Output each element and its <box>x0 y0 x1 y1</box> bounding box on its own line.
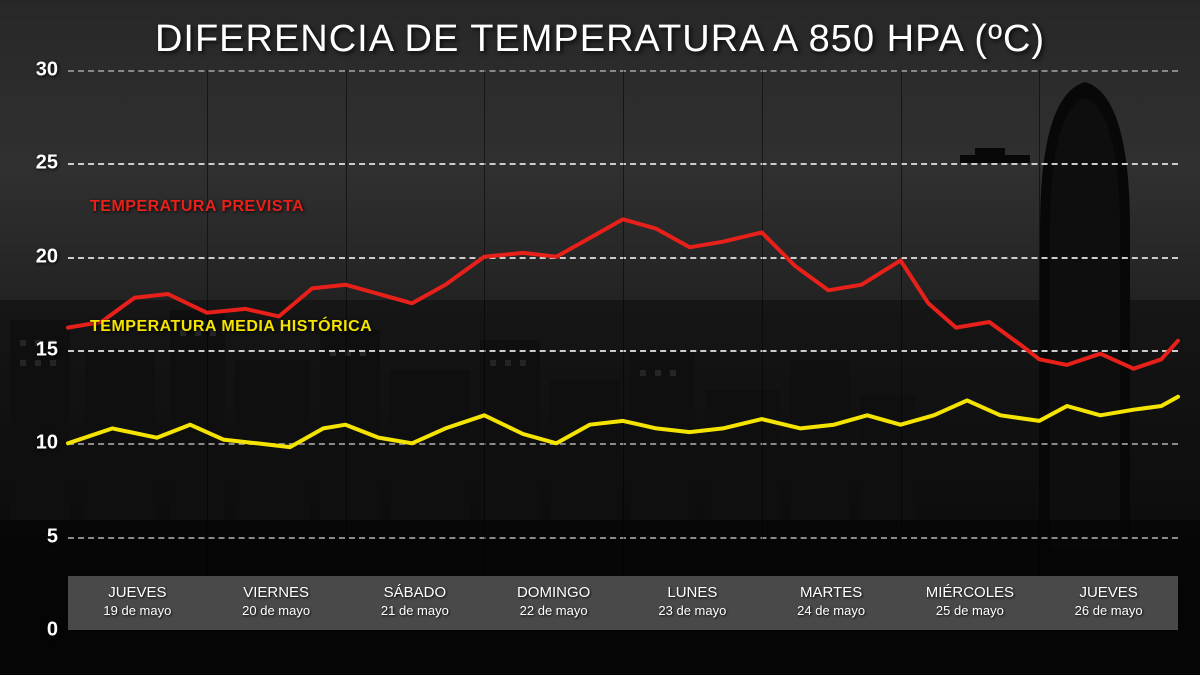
chart-container: DIFERENCIA DE TEMPERATURA A 850 HPA (ºC)… <box>0 0 1200 675</box>
y-tick-label: 30 <box>36 59 58 82</box>
y-tick-label: 5 <box>47 525 58 548</box>
y-tick-label: 20 <box>36 245 58 268</box>
series-line-historica <box>68 397 1178 447</box>
series-line-prevista <box>68 219 1178 368</box>
y-tick-label: 0 <box>47 619 58 642</box>
y-tick-label: 15 <box>36 339 58 362</box>
series-label-prevista: TEMPERATURA PREVISTA <box>90 198 304 216</box>
chart-title: DIFERENCIA DE TEMPERATURA A 850 HPA (ºC) <box>0 18 1200 61</box>
chart-lines <box>68 70 1178 630</box>
y-tick-label: 10 <box>36 432 58 455</box>
series-label-historica: TEMPERATURA MEDIA HISTÓRICA <box>90 318 372 336</box>
y-tick-label: 25 <box>36 152 58 175</box>
